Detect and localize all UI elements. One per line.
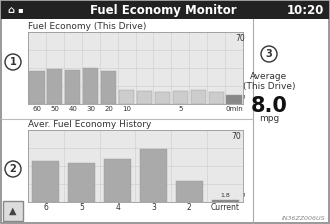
Text: IN36ZZ006US: IN36ZZ006US	[281, 216, 325, 221]
Text: ▲: ▲	[9, 206, 17, 216]
Text: 20: 20	[104, 106, 113, 112]
Text: mpg: mpg	[259, 114, 279, 123]
Text: 40: 40	[68, 106, 77, 112]
Text: mpg: mpg	[231, 192, 245, 197]
Text: 10:20: 10:20	[287, 4, 324, 17]
Text: 1.8: 1.8	[220, 193, 230, 198]
Bar	[83, 68, 98, 104]
Text: Fuel Economy (This Drive): Fuel Economy (This Drive)	[28, 22, 147, 31]
Text: 30: 30	[86, 106, 95, 112]
Text: 5: 5	[178, 106, 182, 112]
Bar	[176, 181, 203, 202]
Text: Average: Average	[250, 71, 288, 80]
Text: 50: 50	[50, 106, 59, 112]
Bar	[137, 91, 152, 104]
Bar	[209, 92, 224, 104]
Text: 70: 70	[235, 34, 245, 43]
Bar	[101, 71, 116, 104]
Bar	[140, 149, 167, 202]
Bar	[29, 71, 45, 104]
Bar	[191, 90, 206, 104]
Text: 70: 70	[231, 132, 241, 141]
Text: Fuel Economy Monitor: Fuel Economy Monitor	[90, 4, 236, 17]
Bar	[68, 163, 95, 202]
Bar	[212, 200, 239, 202]
Text: ▪: ▪	[17, 6, 23, 15]
Bar	[1, 1, 329, 19]
Text: 8.0: 8.0	[250, 96, 287, 116]
Bar	[47, 69, 62, 104]
Bar	[119, 90, 134, 104]
Text: Aver. Fuel Economy History: Aver. Fuel Economy History	[28, 120, 151, 129]
Bar	[173, 91, 188, 104]
Text: mpg: mpg	[231, 94, 245, 99]
Text: (This Drive): (This Drive)	[243, 82, 295, 90]
Text: 10: 10	[122, 106, 131, 112]
Bar	[3, 201, 23, 221]
Text: 3: 3	[266, 49, 272, 59]
Bar	[65, 70, 81, 104]
Text: 2: 2	[10, 164, 16, 174]
Bar	[32, 161, 59, 202]
Bar	[155, 92, 170, 104]
Text: 0min: 0min	[225, 106, 243, 112]
Bar	[226, 95, 242, 104]
Text: ⌂: ⌂	[7, 5, 14, 15]
Bar	[104, 159, 131, 202]
Text: 1: 1	[10, 57, 16, 67]
Text: 60: 60	[32, 106, 42, 112]
